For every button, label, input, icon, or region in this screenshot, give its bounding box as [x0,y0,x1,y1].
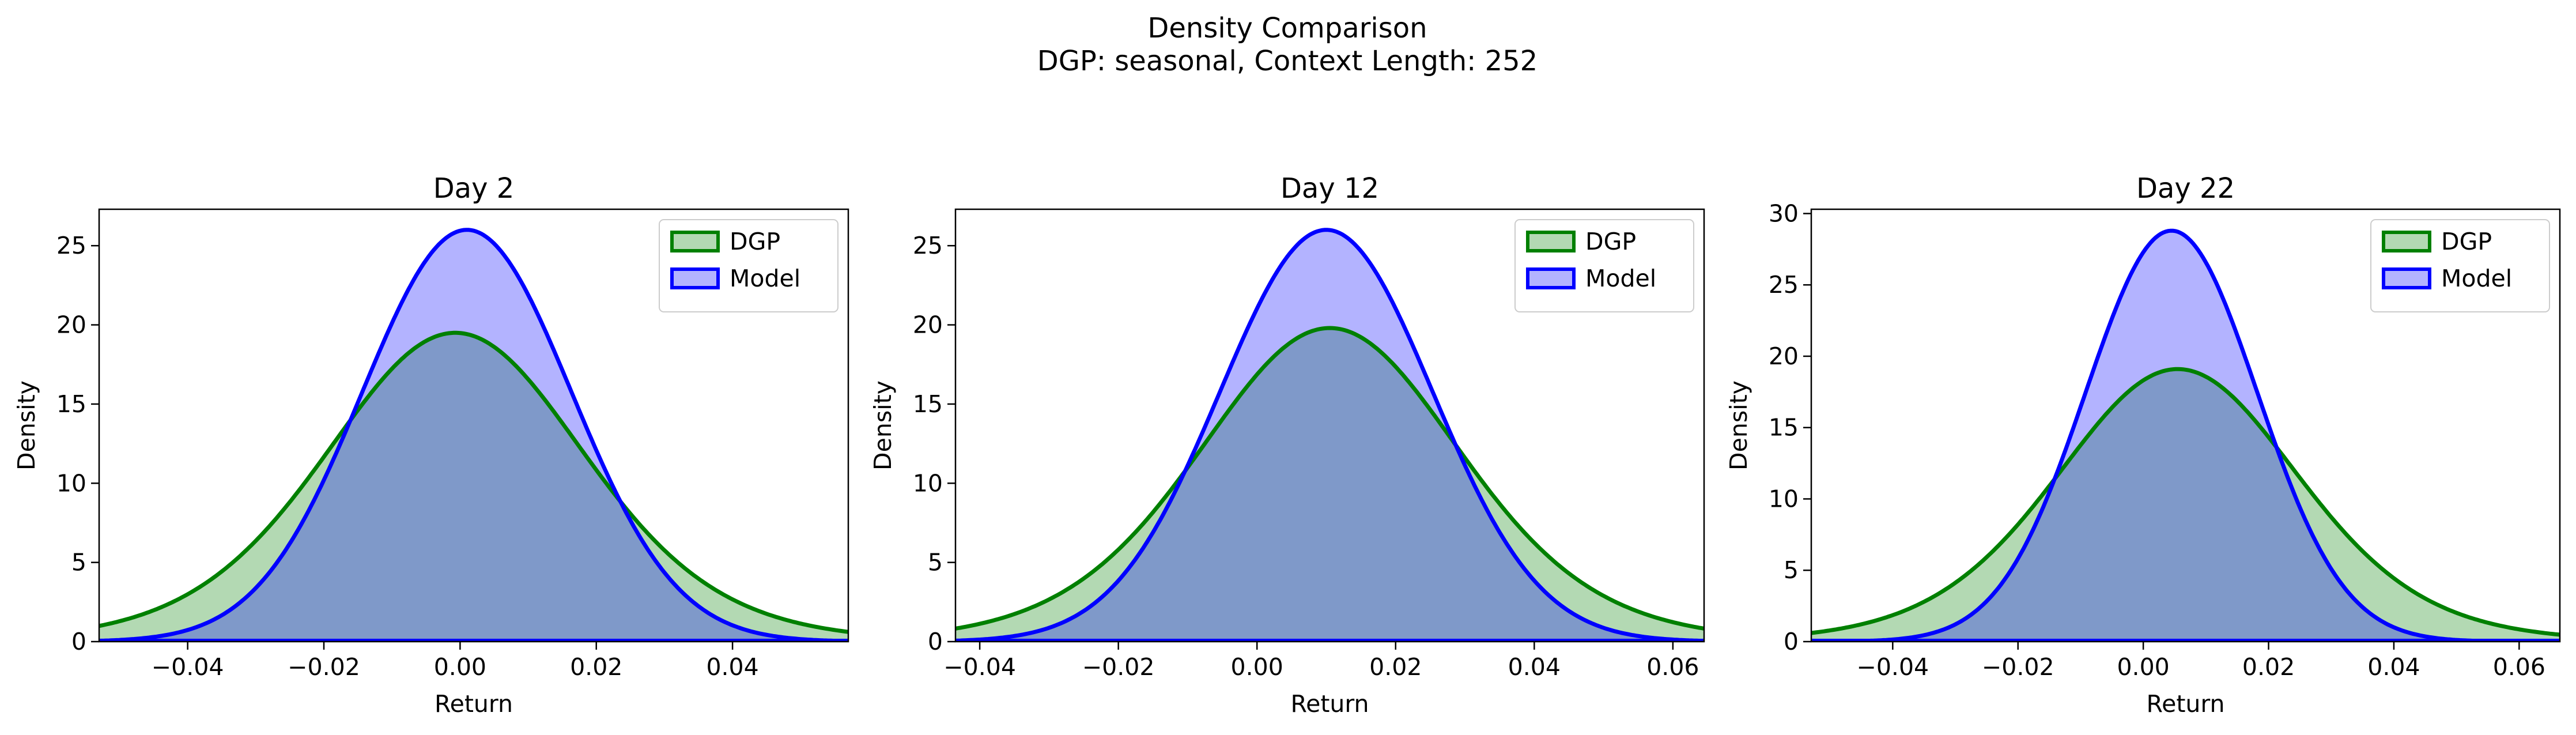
x-tick-label: 0.04 [1508,653,1561,681]
x-tick-label: 0.00 [434,653,486,681]
x-axis-label: Return [1290,690,1369,718]
legend-label-model: Model [1585,265,1656,292]
legend-label-dgp: DGP [1585,228,1636,255]
y-tick-label: 20 [56,311,86,339]
panel-title: Day 22 [2136,172,2235,205]
y-tick-label: 0 [928,628,943,655]
y-tick-label: 30 [1769,199,1799,227]
legend: DGP Model [2370,219,2550,312]
axes-frame [98,208,849,643]
legend-swatch-dgp [670,231,720,252]
y-tick-label: 0 [71,628,86,655]
dgp-density-line [1811,367,2560,637]
legend-label-dgp: DGP [730,228,780,255]
y-tick-label: 15 [913,390,943,418]
y-axis-label: Density [13,380,40,470]
y-tick-label: 0 [1784,628,1799,655]
y-tick-label: 25 [913,232,943,259]
dgp-density-line [99,330,848,634]
legend: DGP Model [659,219,838,312]
chart-panels: −0.04 −0.02 0.00 0.02 0.04 0 5 10 15 20 25 Day 2 Ret… [13,172,2561,718]
x-axis-label: Return [435,690,513,718]
legend-swatch-model [670,267,720,289]
y-tick-label: 10 [913,469,943,497]
y-axis-label: Density [869,380,897,470]
y-tick-label: 5 [71,549,86,576]
y-axis-label: Density [1725,380,1752,470]
y-tick-label: 20 [1769,342,1799,370]
legend: DGP Model [1514,219,1694,312]
figure-subtitle: DGP: seasonal, Context Length: 252 [1037,45,1538,77]
x-tick-label: −0.02 [1082,653,1155,681]
density-panel-1: −0.04 −0.02 0.00 0.02 0.04 0 5 10 15 20 25 Day 2 Ret… [13,172,849,718]
x-tick-label: 0.06 [1646,653,1699,681]
x-tick-label: 0.04 [2367,653,2420,681]
legend-swatch-model [2382,267,2431,289]
x-tick-label: −0.02 [288,653,360,681]
figure-title: Density Comparison [1147,12,1427,44]
axes-frame [1810,208,2561,643]
y-tick-label: 10 [56,469,86,497]
legend-swatch-dgp [1526,231,1576,252]
y-tick-label: 5 [928,549,943,576]
x-tick-label: 0.00 [2117,653,2169,681]
y-tick-label: 25 [1769,271,1799,299]
x-tick-label: −0.04 [943,653,1016,681]
x-tick-label: −0.04 [1856,653,1929,681]
overlap-density-area [955,328,1704,642]
legend-swatch-model [1526,267,1576,289]
density-panel-2: −0.04 −0.02 0.00 0.02 0.04 0.06 0 5 10 15 20 25 Day … [869,172,1705,718]
y-tick-label: 15 [1769,414,1799,442]
model-density-line [1811,228,2560,642]
legend-swatch-dgp [2382,231,2431,252]
x-tick-label: −0.04 [152,653,224,681]
x-tick-label: 0.02 [2242,653,2295,681]
x-tick-label: 0.04 [706,653,758,681]
density-panel-3: −0.04 −0.02 0.00 0.02 0.04 0.06 0 5 10 15 20 25 30 Da… [1725,172,2561,718]
x-tick-label: 0.06 [2493,653,2545,681]
x-axis-label: Return [2146,690,2224,718]
legend-label-dgp: DGP [2441,228,2492,255]
y-tick-label: 10 [1769,485,1799,512]
model-density-line [99,228,848,642]
model-density-line [955,228,1704,642]
x-tick-label: 0.00 [1231,653,1283,681]
x-tick-label: 0.02 [570,653,622,681]
y-tick-label: 15 [56,390,86,418]
y-tick-label: 25 [56,232,86,259]
x-tick-label: 0.02 [1369,653,1422,681]
panel-title: Day 2 [433,172,515,205]
overlap-density-area [99,333,848,642]
axes-frame [954,208,1705,643]
panel-title: Day 12 [1281,172,1379,205]
dgp-density-line [955,326,1704,631]
legend-label-model: Model [730,265,800,292]
x-tick-label: −0.02 [1982,653,2054,681]
y-tick-label: 20 [913,311,943,339]
y-tick-label: 5 [1784,556,1799,584]
overlap-density-area [1811,369,2560,642]
legend-label-model: Model [2441,265,2512,292]
